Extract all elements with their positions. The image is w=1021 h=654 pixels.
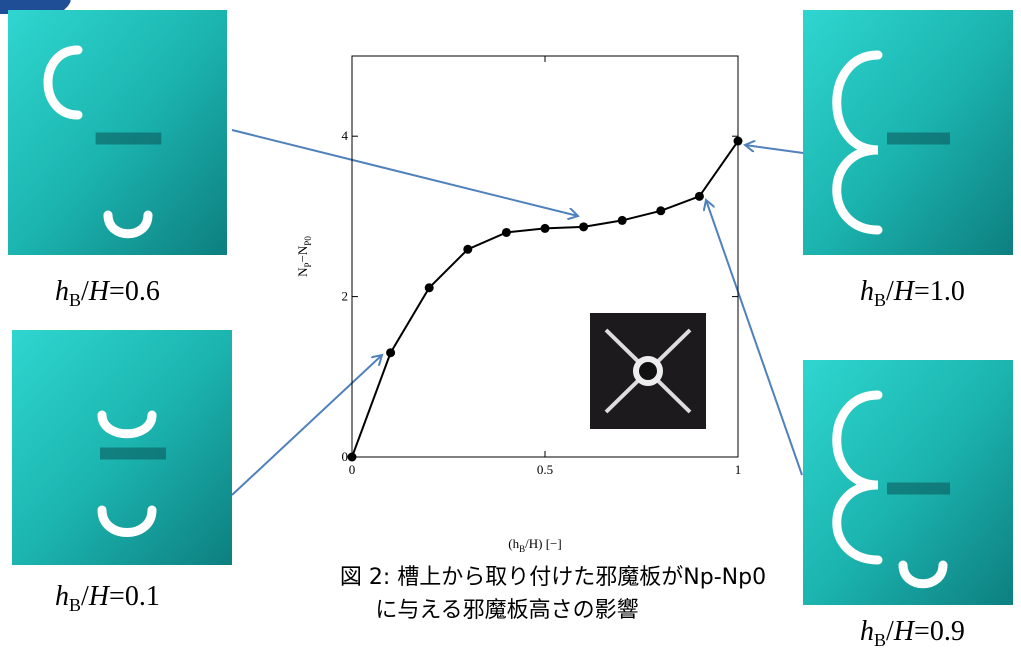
data-point xyxy=(579,222,588,231)
label-part: h xyxy=(55,581,69,612)
x-tick-label: 0.5 xyxy=(537,462,553,477)
label-part: −N xyxy=(295,245,310,262)
photo-label: hB/H=0.9 xyxy=(860,616,965,650)
label-part: h xyxy=(860,276,874,307)
photo-label: hB/H=0.6 xyxy=(55,276,160,310)
inset-photo xyxy=(590,313,706,429)
label-part: H xyxy=(88,581,111,612)
label-part: h xyxy=(860,616,874,647)
arrows xyxy=(232,130,803,495)
data-point xyxy=(502,228,511,237)
data-point xyxy=(618,216,627,225)
data-point xyxy=(695,192,704,201)
label-part: (h xyxy=(508,536,519,551)
photo-label: hB/H=1.0 xyxy=(860,276,965,310)
data-point xyxy=(425,283,434,292)
y-tick-label: 0 xyxy=(342,449,349,464)
data-point xyxy=(348,453,357,462)
label-part: P0 xyxy=(303,236,313,246)
caption: に与える邪魔板高さの影響 xyxy=(375,598,638,623)
y-axis-label: NP−NP0 xyxy=(295,236,313,277)
label-part: H xyxy=(893,616,916,647)
label-part: =1.0 xyxy=(914,276,965,307)
arrow xyxy=(706,200,802,475)
arrow xyxy=(745,145,803,153)
label-part: H xyxy=(88,276,111,307)
data-point xyxy=(734,137,743,146)
data-point xyxy=(463,245,472,254)
label-part: h xyxy=(55,276,69,307)
label-part: B xyxy=(69,290,81,310)
label-part: B xyxy=(874,290,886,310)
data-point xyxy=(656,206,665,215)
x-tick-label: 0 xyxy=(349,462,356,477)
y-tick-label: 4 xyxy=(342,128,349,143)
photos xyxy=(8,10,1013,605)
arrow xyxy=(232,130,578,216)
label-part: =0.9 xyxy=(914,616,965,647)
tank-photo xyxy=(803,360,1013,605)
baffle xyxy=(887,133,950,145)
label-part: H xyxy=(893,276,916,307)
x-axis-label: (hB/H) [−] xyxy=(508,536,561,554)
baffle xyxy=(96,133,162,145)
data-point xyxy=(386,348,395,357)
tank-photo xyxy=(803,10,1013,255)
caption: 図 2: 槽上から取り付けた邪魔板がNp-Np0 xyxy=(340,565,766,590)
photo-label: hB/H=0.1 xyxy=(55,581,160,615)
label-part: =0.6 xyxy=(109,276,160,307)
label-part: B xyxy=(69,595,81,615)
label-part: /H) [−] xyxy=(525,536,562,551)
baffle xyxy=(887,483,950,495)
label-part: =0.1 xyxy=(109,581,160,612)
label-part: B xyxy=(874,630,886,650)
baffle xyxy=(100,448,166,460)
tank-photo xyxy=(12,330,232,565)
arrow xyxy=(232,355,382,495)
tank-photo xyxy=(8,10,227,255)
data-point xyxy=(541,224,550,233)
y-tick-label: 2 xyxy=(342,289,349,304)
page: hB/H=0.6 hB/H=0.1 hB/H=1.0 hB/H=0.9 0 2 4 0 0.5 1… xyxy=(0,0,1021,654)
x-tick-label: 1 xyxy=(735,462,742,477)
